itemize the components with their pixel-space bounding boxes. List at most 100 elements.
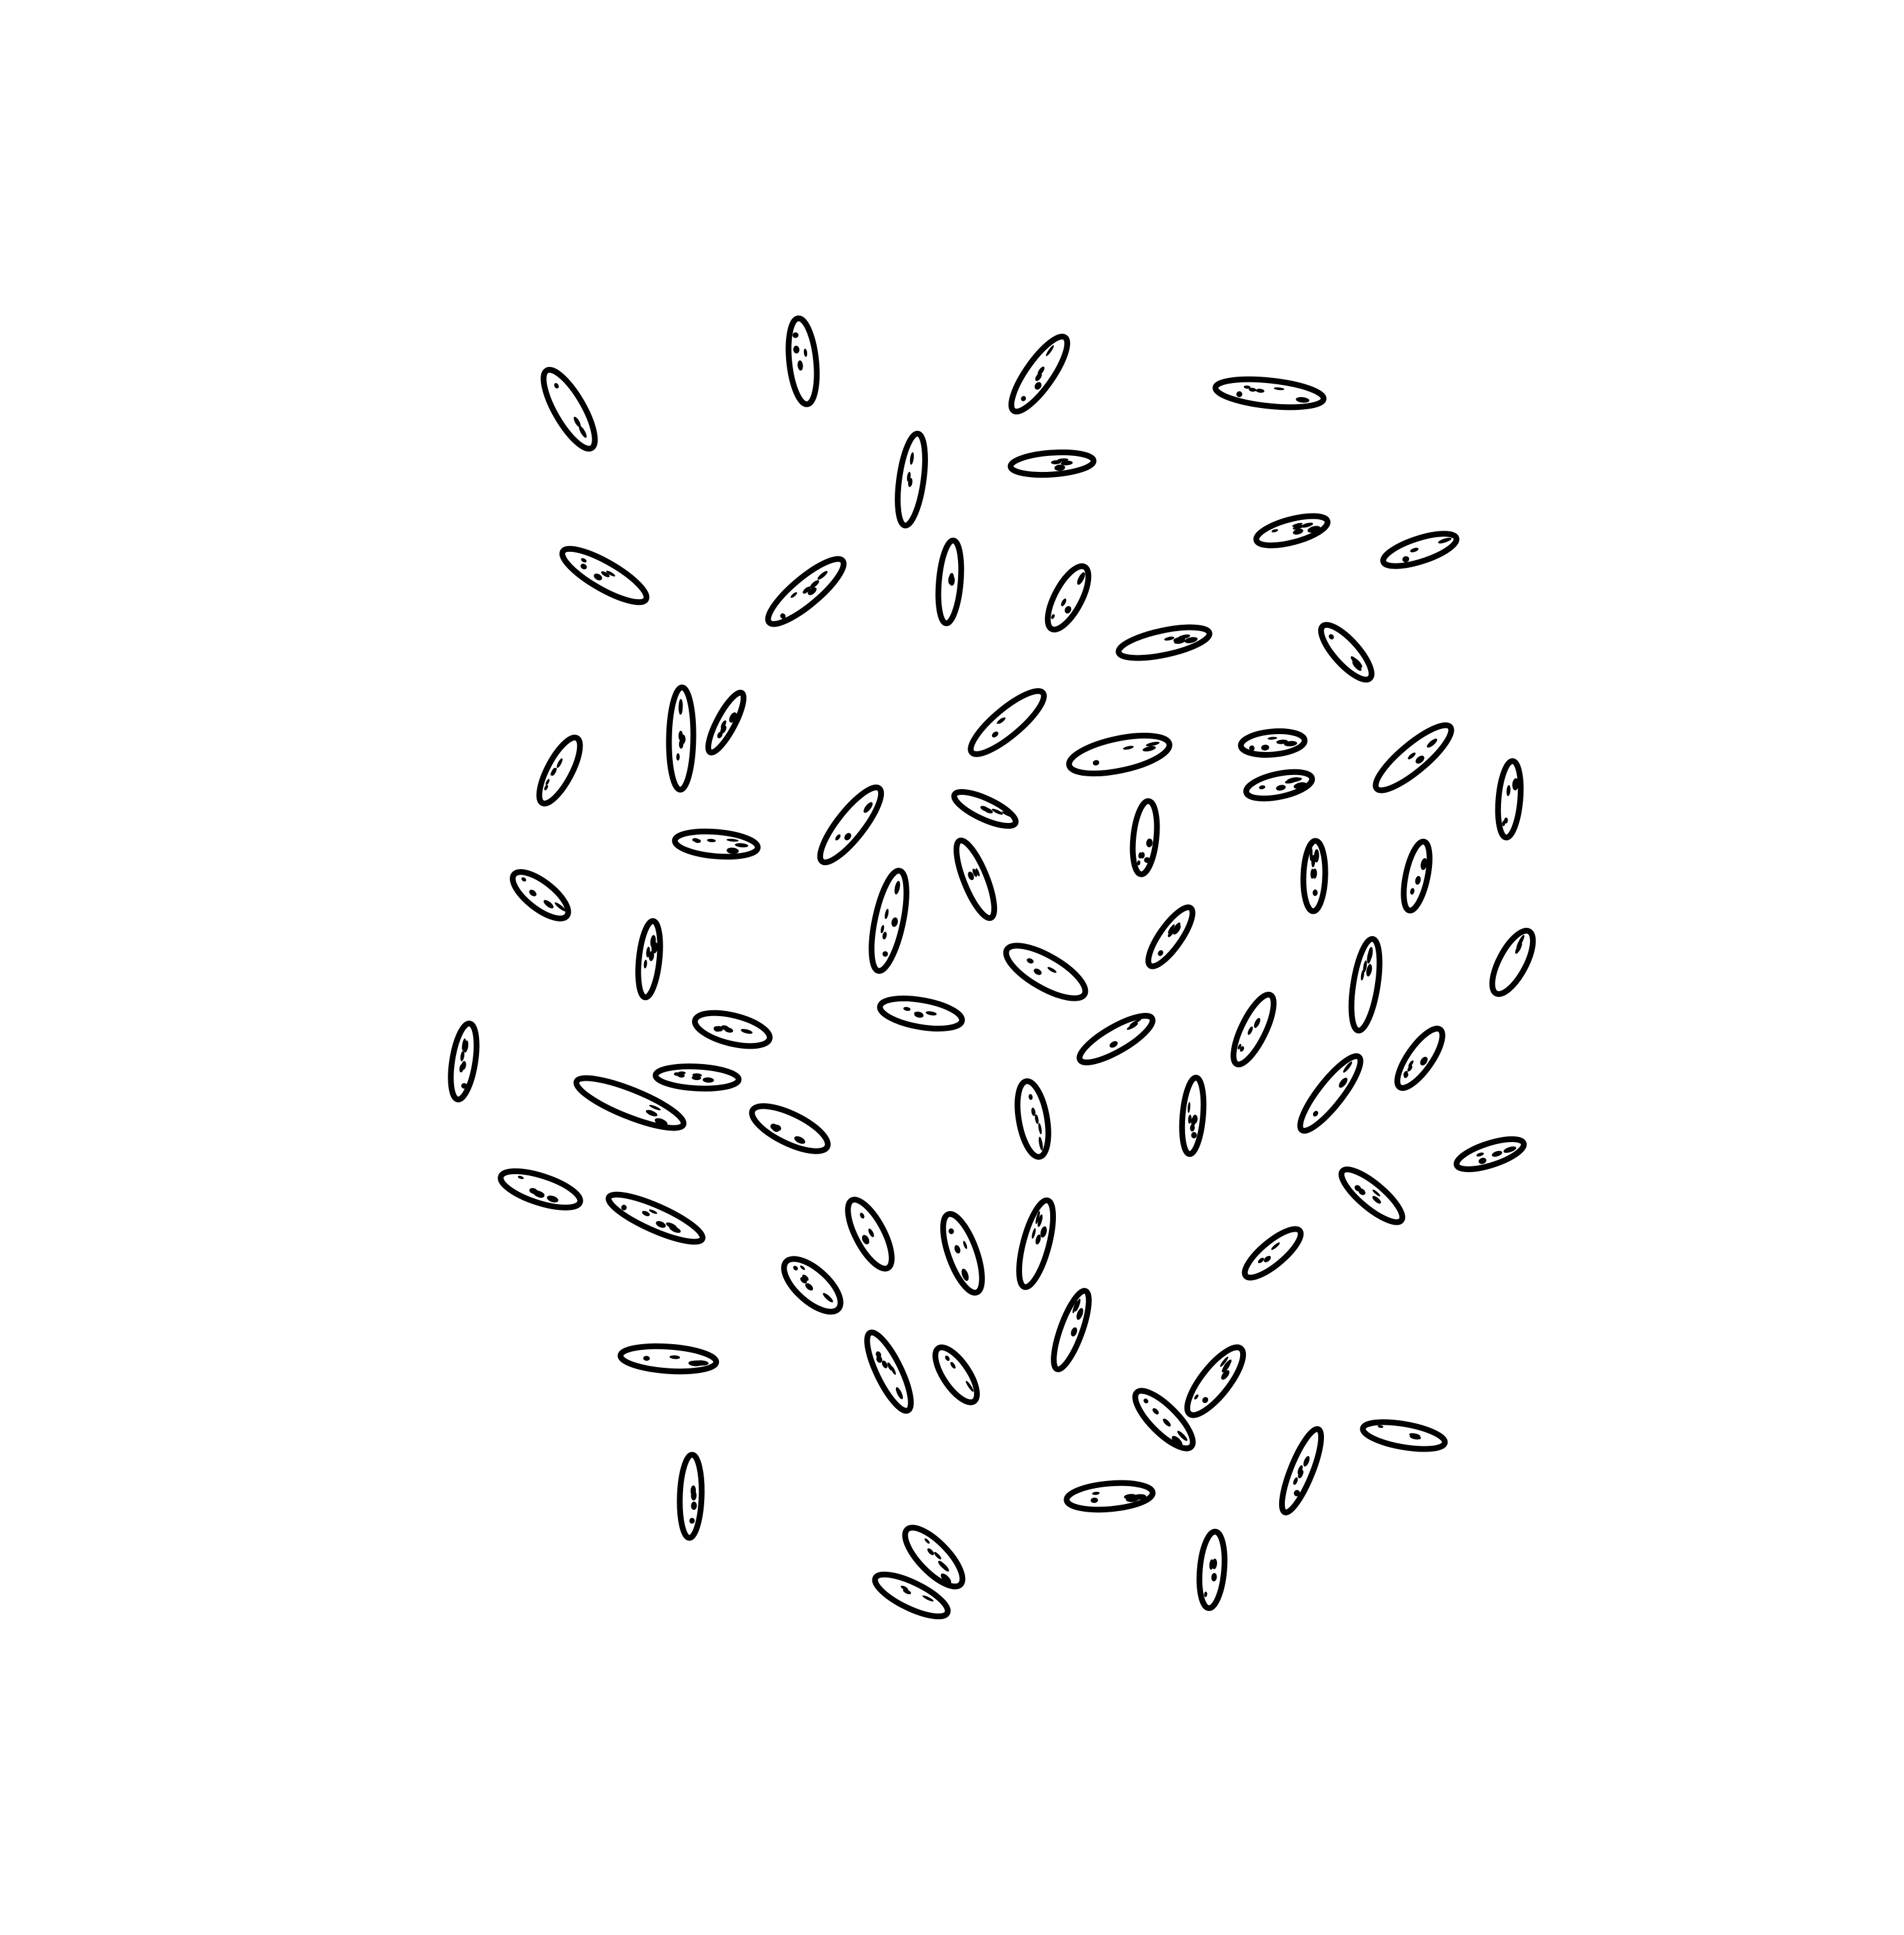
grain-speck xyxy=(1239,1046,1245,1052)
rice-grain-outline xyxy=(1360,1419,1448,1452)
grain-speck xyxy=(1090,1497,1098,1503)
rice-grain xyxy=(1338,1166,1406,1225)
rice-grain xyxy=(1394,1026,1445,1091)
grain-speck xyxy=(1035,1211,1041,1225)
grain-speck xyxy=(1363,960,1367,973)
rice-grain xyxy=(635,918,663,1001)
grain-speck xyxy=(691,1360,705,1366)
grain-speck xyxy=(862,1235,870,1244)
grain-speck xyxy=(1296,396,1310,403)
rice-grain xyxy=(940,1210,985,1296)
rice-grain xyxy=(692,1010,773,1049)
grain-speck xyxy=(678,730,683,741)
grain-speck xyxy=(1061,598,1067,606)
rice-grain xyxy=(1495,758,1524,841)
grain-speck xyxy=(844,833,851,841)
rice-grain xyxy=(1129,798,1160,877)
grain-speck xyxy=(707,838,716,843)
grain-speck xyxy=(991,808,1003,815)
grain-speck xyxy=(727,838,739,842)
rice-grain xyxy=(1076,1013,1156,1065)
grain-speck xyxy=(983,807,993,814)
grain-speck xyxy=(891,917,898,927)
grain-speck xyxy=(1409,1433,1420,1438)
rice-grain-outline xyxy=(902,1524,966,1590)
grain-speck xyxy=(1287,777,1300,782)
rice-grain xyxy=(1008,333,1071,415)
grain-speck xyxy=(882,932,887,939)
grain-speck xyxy=(1190,1124,1195,1132)
rice-grain-outline xyxy=(536,734,583,807)
grain-speck xyxy=(1173,925,1181,935)
grain-speck xyxy=(835,834,841,841)
grain-speck xyxy=(902,1588,911,1595)
grain-speck xyxy=(666,1222,677,1229)
grain-speck xyxy=(689,1517,695,1524)
rice-grain xyxy=(1051,1288,1092,1372)
grain-speck xyxy=(1184,637,1198,643)
grain-speck xyxy=(1438,537,1452,544)
rice-grain xyxy=(1360,1419,1448,1452)
grain-speck xyxy=(1261,744,1270,751)
grain-speck xyxy=(1138,852,1142,859)
grain-speck xyxy=(961,1269,969,1281)
grain-speck xyxy=(1076,1308,1083,1320)
grain-speck xyxy=(1046,345,1054,356)
grain-speck xyxy=(1415,875,1421,885)
rice-grain xyxy=(1179,1074,1207,1157)
grain-speck xyxy=(966,1381,974,1392)
grain-speck xyxy=(948,1228,954,1234)
grain-speck xyxy=(876,1356,883,1363)
grain-speck xyxy=(669,1355,681,1359)
rice-grain xyxy=(559,545,650,606)
grain-speck xyxy=(1109,1041,1118,1048)
grain-speck xyxy=(643,1356,650,1361)
rice-grain xyxy=(1489,927,1536,998)
grain-speck xyxy=(1255,388,1264,393)
grain-speck xyxy=(901,1585,908,1590)
grain-speck xyxy=(1126,1022,1138,1030)
grain-speck xyxy=(1328,634,1334,639)
grain-speck xyxy=(1021,396,1027,402)
grain-speck xyxy=(691,1075,702,1081)
grain-speck xyxy=(1354,1185,1362,1191)
grain-speck xyxy=(885,909,889,920)
rice-grain xyxy=(652,1063,742,1092)
rice-grain xyxy=(617,1343,720,1375)
grain-speck xyxy=(1249,745,1255,751)
grain-speck xyxy=(1343,1062,1353,1073)
grain-speck xyxy=(551,767,557,776)
grain-speck xyxy=(794,1136,806,1144)
rice-grain xyxy=(1196,1528,1228,1611)
grain-speck xyxy=(1092,760,1099,766)
grain-speck xyxy=(927,1548,934,1555)
rice-grain-outline xyxy=(1394,1026,1445,1091)
rice-grain-outline xyxy=(1373,722,1454,794)
grain-speck xyxy=(544,785,548,790)
rice-grain-outline xyxy=(1129,798,1160,877)
rice-grain xyxy=(1318,622,1374,683)
grain-speck xyxy=(1298,1469,1303,1478)
rice-grain xyxy=(1453,1136,1527,1172)
rice-grain xyxy=(1016,1197,1056,1290)
grain-speck xyxy=(1311,855,1316,868)
grain-speck xyxy=(1314,849,1319,863)
rice-grain xyxy=(1014,1078,1051,1160)
grain-speck xyxy=(535,1191,545,1198)
grain-speck xyxy=(1202,1397,1209,1404)
grain-speck xyxy=(909,452,914,465)
grain-speck xyxy=(882,951,888,957)
rice-grain-outline xyxy=(781,1256,844,1315)
grain-speck xyxy=(1307,526,1321,533)
rice-grain xyxy=(968,688,1047,757)
grain-speck xyxy=(729,712,737,723)
grain-speck xyxy=(1408,752,1416,760)
grain-speck xyxy=(1191,1132,1197,1139)
grain-speck xyxy=(1223,1359,1232,1370)
rice-grain xyxy=(765,556,847,627)
grain-speck xyxy=(677,1073,685,1078)
grain-speck xyxy=(1204,1591,1208,1597)
rice-grain-outline xyxy=(1196,1528,1228,1611)
rice-grain-outline xyxy=(1297,1053,1364,1134)
grain-speck xyxy=(934,1551,941,1560)
